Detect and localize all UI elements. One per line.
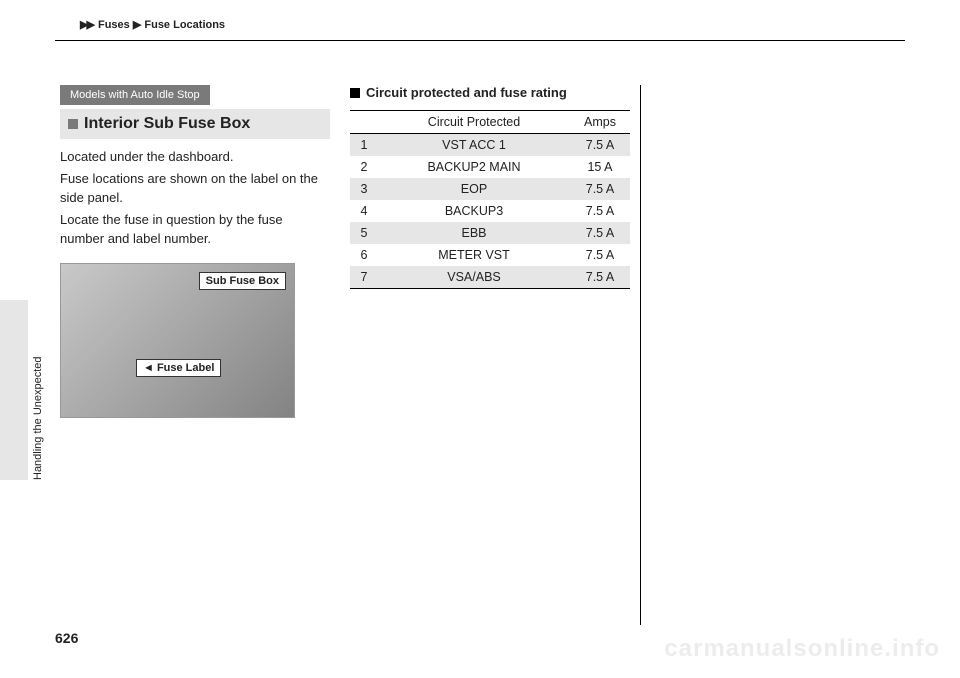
header-divider bbox=[55, 40, 905, 41]
body-paragraph: Located under the dashboard. bbox=[60, 147, 330, 167]
cell-num: 1 bbox=[350, 134, 378, 157]
subhead-row: Circuit protected and fuse rating bbox=[350, 85, 630, 100]
table-row: 4 BACKUP3 7.5 A bbox=[350, 200, 630, 222]
cell-amps: 7.5 A bbox=[570, 134, 630, 157]
breadcrumb-fuses: Fuses bbox=[98, 19, 130, 31]
table-header-amps: Amps bbox=[570, 111, 630, 134]
table-row: 3 EOP 7.5 A bbox=[350, 178, 630, 200]
side-tab bbox=[0, 300, 28, 480]
square-marker-icon bbox=[68, 119, 78, 129]
column-divider bbox=[640, 85, 641, 625]
fuse-table-body: 1 VST ACC 1 7.5 A 2 BACKUP2 MAIN 15 A 3 … bbox=[350, 134, 630, 289]
cell-amps: 7.5 A bbox=[570, 200, 630, 222]
page-number: 626 bbox=[55, 630, 78, 646]
section-title: Interior Sub Fuse Box bbox=[84, 115, 250, 133]
cell-num: 2 bbox=[350, 156, 378, 178]
chevron-right-icon: ▶▶ bbox=[80, 19, 93, 31]
breadcrumb: ▶▶ Fuses ▶ Fuse Locations bbox=[80, 18, 905, 31]
cell-circuit: METER VST bbox=[378, 244, 570, 266]
watermark: carmanualsonline.info bbox=[664, 635, 940, 663]
body-paragraph: Fuse locations are shown on the label on… bbox=[60, 169, 330, 208]
left-column: Models with Auto Idle Stop Interior Sub … bbox=[60, 85, 330, 418]
cell-num: 3 bbox=[350, 178, 378, 200]
cell-circuit: EBB bbox=[378, 222, 570, 244]
cell-num: 6 bbox=[350, 244, 378, 266]
cell-circuit: EOP bbox=[378, 178, 570, 200]
cell-amps: 7.5 A bbox=[570, 222, 630, 244]
cell-circuit: BACKUP3 bbox=[378, 200, 570, 222]
chevron-right-icon: ▶ bbox=[133, 19, 139, 31]
cell-num: 7 bbox=[350, 266, 378, 289]
cell-amps: 7.5 A bbox=[570, 178, 630, 200]
model-badge: Models with Auto Idle Stop bbox=[60, 85, 210, 105]
cell-circuit: VST ACC 1 bbox=[378, 134, 570, 157]
cell-num: 4 bbox=[350, 200, 378, 222]
table-row: 7 VSA/ABS 7.5 A bbox=[350, 266, 630, 289]
body-paragraph: Locate the fuse in question by the fuse … bbox=[60, 210, 330, 249]
table-row: 2 BACKUP2 MAIN 15 A bbox=[350, 156, 630, 178]
chapter-label: Handling the Unexpected bbox=[32, 356, 44, 480]
table-subhead: Circuit protected and fuse rating bbox=[366, 85, 567, 100]
cell-amps: 7.5 A bbox=[570, 266, 630, 289]
fuse-table: Circuit Protected Amps 1 VST ACC 1 7.5 A… bbox=[350, 110, 630, 289]
dashboard-photo: Sub Fuse Box ◄ Fuse Label bbox=[60, 263, 295, 418]
cell-amps: 7.5 A bbox=[570, 244, 630, 266]
section-title-bar: Interior Sub Fuse Box bbox=[60, 109, 330, 139]
arrow-left-icon: ◄ bbox=[143, 362, 154, 374]
callout-sub-fuse-box: Sub Fuse Box bbox=[199, 272, 286, 290]
square-marker-icon bbox=[350, 88, 360, 98]
table-header-circuit: Circuit Protected bbox=[378, 111, 570, 134]
table-row: 1 VST ACC 1 7.5 A bbox=[350, 134, 630, 157]
callout-fuse-label: ◄ Fuse Label bbox=[136, 359, 221, 377]
table-header-blank bbox=[350, 111, 378, 134]
cell-num: 5 bbox=[350, 222, 378, 244]
cell-amps: 15 A bbox=[570, 156, 630, 178]
table-header-row: Circuit Protected Amps bbox=[350, 111, 630, 134]
breadcrumb-fuse-locations: Fuse Locations bbox=[144, 19, 225, 31]
right-column: Circuit protected and fuse rating Circui… bbox=[350, 85, 630, 289]
table-row: 6 METER VST 7.5 A bbox=[350, 244, 630, 266]
callout-fuse-label-text: Fuse Label bbox=[157, 362, 214, 374]
cell-circuit: VSA/ABS bbox=[378, 266, 570, 289]
cell-circuit: BACKUP2 MAIN bbox=[378, 156, 570, 178]
table-row: 5 EBB 7.5 A bbox=[350, 222, 630, 244]
